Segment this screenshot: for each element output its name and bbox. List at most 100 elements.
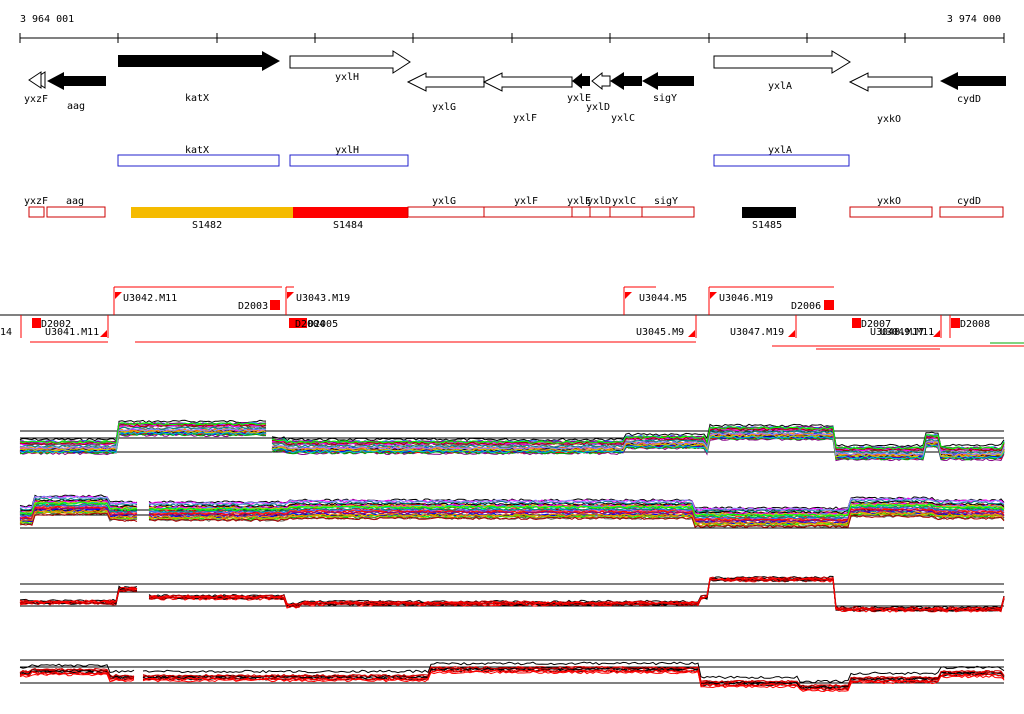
gene-label-yxkO: yxkO xyxy=(877,114,901,125)
gene-arrow-yxzF-tail xyxy=(28,71,42,89)
block-D2008[interactable] xyxy=(951,318,960,328)
region-label-sigY: sigY xyxy=(654,196,678,207)
block-D2003[interactable] xyxy=(270,300,280,310)
segment-label-S1485: S1485 xyxy=(752,220,782,231)
feature-label-U3046-M19: U3046.M19 xyxy=(719,293,773,304)
coordinate-ruler: 3 964 001 3 974 000 xyxy=(19,14,1005,43)
feature-label-D2007: D2007 xyxy=(861,319,891,330)
gene-arrow-cydD[interactable] xyxy=(940,72,1006,90)
ruler-ticks xyxy=(19,33,1005,43)
panel-1-trace-32 xyxy=(20,423,1005,452)
panel-2-trace-19 xyxy=(19,503,1004,519)
block-D2002[interactable] xyxy=(32,318,41,328)
flag-U3045-M9[interactable] xyxy=(688,330,695,337)
gene-label-yxlC: yxlC xyxy=(611,113,635,124)
feature-label-D2005: D2005 xyxy=(308,319,338,330)
gene-arrow-yxlH[interactable] xyxy=(289,50,411,74)
region-box-yxkO[interactable] xyxy=(849,206,933,218)
panel-2-trace-21 xyxy=(19,498,1005,514)
gene-label-yxlD: yxlD xyxy=(586,102,610,113)
feature-label-U3045-M9: U3045.M9 xyxy=(636,327,684,338)
region-label-aag: aag xyxy=(66,196,84,207)
cds-label-katX: katX xyxy=(185,145,209,156)
gene-arrow-yxlC[interactable] xyxy=(610,72,642,90)
gene-arrow-katX[interactable] xyxy=(118,51,280,71)
block-D2007[interactable] xyxy=(852,318,861,328)
feature-label-U3048-M17: U3048.M17 xyxy=(870,327,924,338)
segment-label-S1484: S1484 xyxy=(333,220,363,231)
gene-arrow-sigY[interactable] xyxy=(642,72,694,90)
panel-4-trace-9 xyxy=(19,669,1005,691)
cds-label-yxlH: yxlH xyxy=(335,145,359,156)
block-D2006[interactable] xyxy=(824,300,834,310)
flag-U3043-M19[interactable] xyxy=(287,292,294,299)
gene-label-katX: katX xyxy=(185,93,209,104)
feature-label-U3047-M19: U3047.M19 xyxy=(730,327,784,338)
gene-arrow-yxkO[interactable] xyxy=(848,72,933,92)
panel-1-trace-26 xyxy=(19,431,1005,460)
panel-4-trace-8 xyxy=(19,665,1005,688)
region-box-yxlC[interactable] xyxy=(609,206,643,218)
coord-right-label: 3 974 000 xyxy=(947,14,1001,25)
region-track: yxzF aag S1482 S1484 yxlG yxlF yxlE yxlD… xyxy=(24,196,1004,231)
panel-1-trace-31 xyxy=(19,428,1005,456)
feature-label-D2008: D2008 xyxy=(960,319,990,330)
region-box-sigY[interactable] xyxy=(641,206,695,218)
gene-label-aag: aag xyxy=(67,101,85,112)
region-label-yxlD: yxlD xyxy=(587,196,611,207)
segment-S1482[interactable] xyxy=(131,207,293,218)
flag-U3048-M17[interactable] xyxy=(933,330,940,337)
gene-arrow-aag[interactable] xyxy=(47,72,106,90)
panel-1-trace-0 xyxy=(19,419,1005,448)
cds-label-yxlA: yxlA xyxy=(768,145,792,156)
gene-arrow-yxlF[interactable] xyxy=(482,72,573,92)
segment-S1485[interactable] xyxy=(742,207,796,218)
flag-U3047-M19[interactable] xyxy=(788,330,795,337)
region-box-aag[interactable] xyxy=(46,206,106,218)
panel-4-trace-0 xyxy=(19,661,1005,684)
gene-arrow-yxlA[interactable] xyxy=(713,50,851,74)
region-box-yxlF[interactable] xyxy=(483,206,573,218)
feature-label-U3041-M11: U3041.M11 xyxy=(45,327,99,338)
cds-box-yxlH[interactable] xyxy=(289,154,409,167)
feature-label-D2006: D2006 xyxy=(791,301,821,312)
segment-S1484[interactable] xyxy=(293,207,408,218)
region-box-yxlE[interactable] xyxy=(571,206,591,218)
region-label-yxzF: yxzF xyxy=(24,196,48,207)
expression-panel-4 xyxy=(19,659,1005,693)
feature-label-U3043-M19: U3043.M19 xyxy=(296,293,350,304)
region-box-yxlD[interactable] xyxy=(589,206,611,218)
expression-panel-3 xyxy=(19,575,1005,613)
cds-track: katX yxlH yxlA xyxy=(117,145,850,167)
panel-3-trace-9 xyxy=(19,577,1005,611)
segment-label-S1482: S1482 xyxy=(192,220,222,231)
region-box-cydD[interactable] xyxy=(939,206,1004,218)
region-box-yxzF[interactable] xyxy=(28,206,45,218)
block-D2004[interactable] xyxy=(289,318,307,328)
feature-label-D2002: D2002 xyxy=(41,319,71,330)
gene-label-yxlH: yxlH xyxy=(335,72,359,83)
feature-track: U3042.M11 D2003 U3043.M19 U3044.M5 U3046… xyxy=(0,286,1024,350)
gene-track[interactable]: yxzF aag katX yxlH yxlG yxlF yxlE yxlD y… xyxy=(24,50,1006,125)
region-box-yxlG[interactable] xyxy=(407,206,485,218)
region-label-yxlC: yxlC xyxy=(612,196,636,207)
flag-U3044-M5[interactable] xyxy=(625,292,632,299)
gene-arrow-yxlG[interactable] xyxy=(406,72,485,92)
panel-2-trace-32 xyxy=(19,512,1005,529)
panel-1-trace-30 xyxy=(19,426,1005,454)
flag-U3046-M19[interactable] xyxy=(710,292,717,299)
feature-label-U3042-M11: U3042.M11 xyxy=(123,293,177,304)
region-label-yxkO: yxkO xyxy=(877,196,901,207)
panel-4-trace-1 xyxy=(19,665,1005,688)
cds-box-yxlA[interactable] xyxy=(713,154,850,167)
flag-U3042-M11[interactable] xyxy=(115,292,122,299)
gene-arrow-yxlE[interactable] xyxy=(572,73,590,89)
panel-1-trace-33 xyxy=(19,422,1005,450)
cds-box-katX[interactable] xyxy=(117,154,280,167)
flag-U3041-M11[interactable] xyxy=(100,330,107,337)
gene-arrow-yxlD[interactable] xyxy=(591,71,611,91)
region-label-yxlG: yxlG xyxy=(432,196,456,207)
feature-label-U3049-M11: U3049.M11 xyxy=(880,327,934,338)
region-label-cydD: cydD xyxy=(957,196,981,207)
feature-label-U3044-M5: U3044.M5 xyxy=(639,293,687,304)
